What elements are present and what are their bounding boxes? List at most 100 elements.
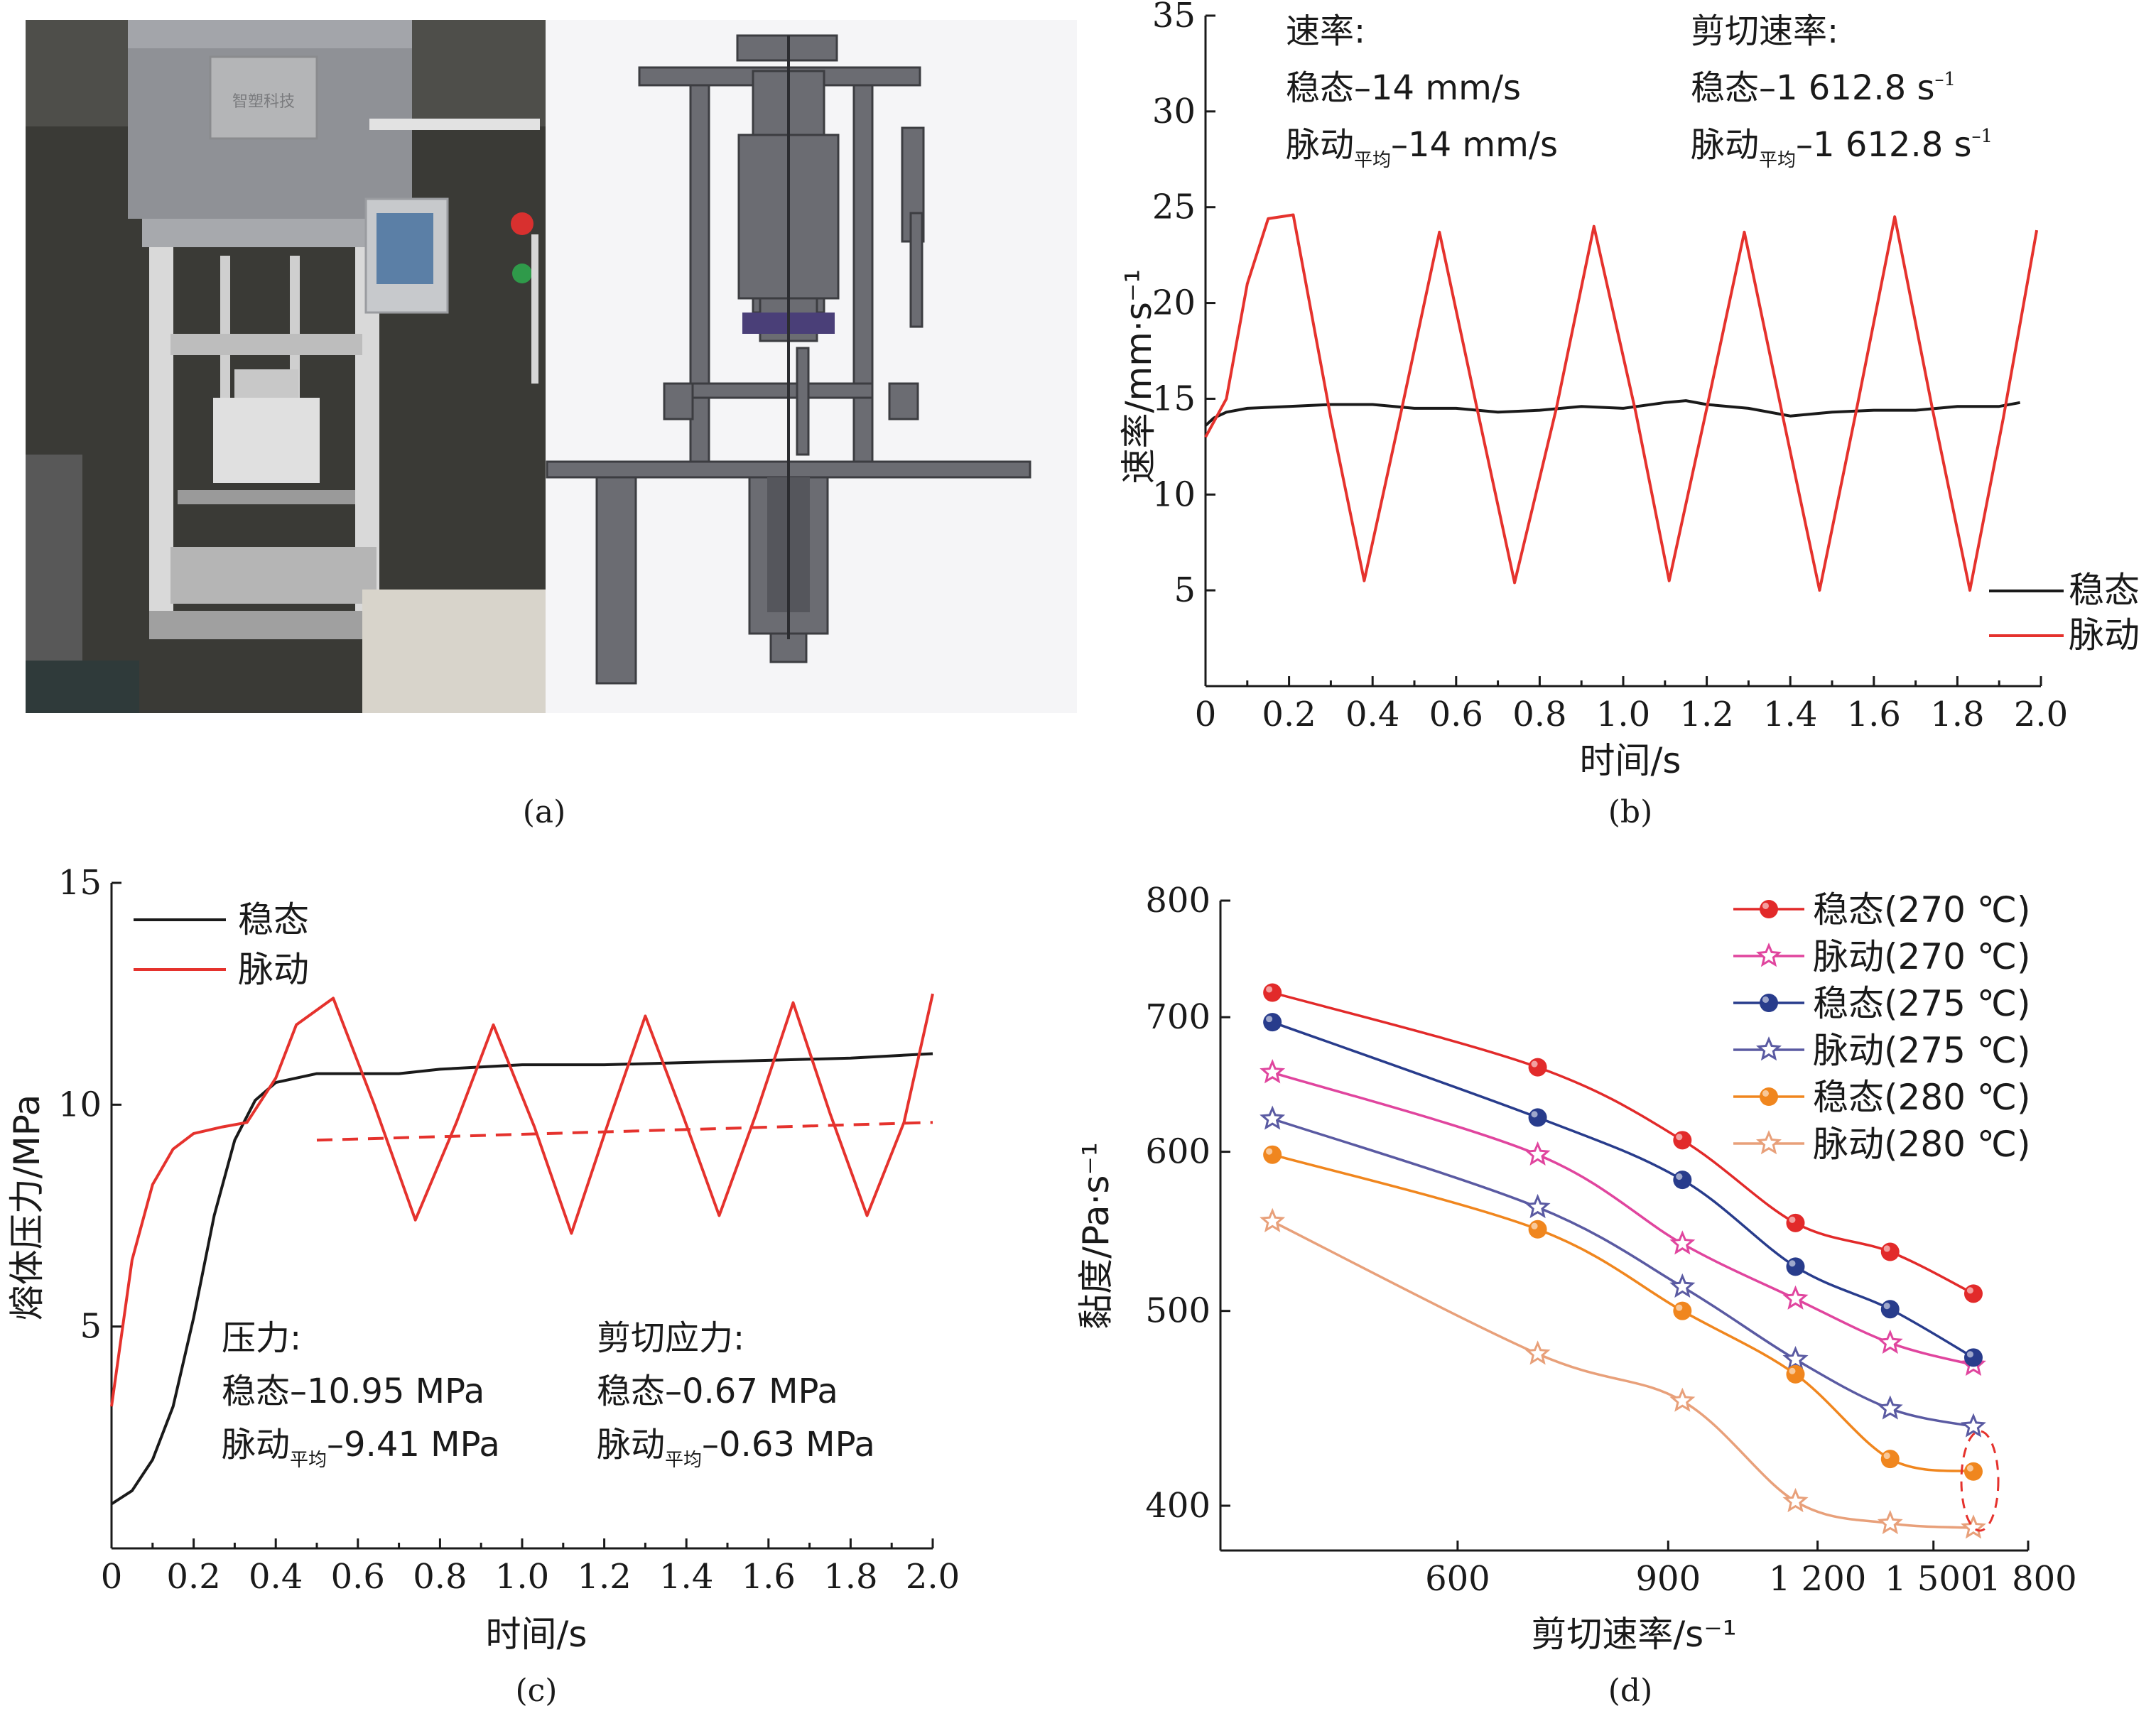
x-tick-label: 2.0 [2014,695,2068,734]
x-tick-label: 1.6 [1847,695,1901,734]
y-tick-label: 20 [1152,283,1196,323]
data-point [1263,1145,1282,1164]
x-tick-label: 0.2 [166,1557,220,1597]
c-ann-col2-line1: 稳态–0.67 MPa [597,1372,838,1411]
b-ann-col1-line1: 稳态–14 mm/s [1286,68,1521,108]
data-point-highlight [1966,1351,1973,1358]
data-point [1960,1514,1986,1539]
start-button [512,264,532,283]
chart-c-xlabel: 时间/s [486,1614,587,1655]
legend-d-marker-1 [1755,943,1782,967]
legend-d-label-1: 脉动(270 ℃) [1813,936,2031,977]
b-ann-col1-title: 速率: [1286,11,1365,51]
chart-d-data [1260,983,1986,1539]
panel-c: 0 0.2 0.4 0.6 0.8 1.0 1.2 1.4 1.6 1.8 2.0 5 10 15 时间/… [6,863,960,1709]
data-point-highlight [1966,1465,1973,1472]
series-line-2 [316,1121,933,1142]
data-point [1880,1242,1900,1261]
y-tick-label: 10 [58,1085,102,1124]
data-point [1260,1059,1286,1084]
data-point [1263,983,1282,1002]
legend-d-marker-2-highlight [1762,996,1769,1003]
y-tick-label: 600 [1145,1132,1210,1172]
data-point [1528,1058,1547,1077]
x-tick-label: 0.2 [1262,695,1316,734]
legend-c-steady-label: 稳态 [238,899,309,940]
panel-b: 0 0.2 0.4 0.6 0.8 1.0 1.2 1.4 1.6 1.8 2.0 5 10 15 20 25… [1118,0,2140,830]
y-tick-label: 400 [1145,1486,1210,1526]
x-tick-label: 1.6 [742,1557,796,1597]
series-line-1 [1204,213,2039,592]
chart-c-legend: 稳态 脉动 [134,899,309,990]
data-point [1782,1285,1809,1310]
x-tick-label: 0.6 [331,1557,385,1597]
c-ann-col2-title: 剪切应力: [597,1318,744,1358]
x-tick-label: 1 200 [1769,1559,1866,1599]
data-point [1963,1284,1983,1303]
y-tick-label: 10 [1152,474,1196,514]
x-tick-label: 0.4 [1345,695,1399,734]
x-tick-label: 1.0 [1596,695,1650,734]
legend-b-steady-label: 稳态 [2069,570,2140,611]
data-point [1877,1509,1903,1535]
data-point [1880,1300,1900,1319]
legend-d-marker-0 [1760,900,1778,918]
chart-d-ylabel: 黏度/Pa·s⁻¹ [1076,1142,1117,1330]
c-ann-col1-title: 压力: [222,1318,301,1358]
x-tick-label: 1.4 [659,1557,713,1597]
data-point [1528,1108,1547,1127]
x-tick-label: 0 [1195,695,1217,734]
data-point [1673,1301,1692,1320]
x-tick-label: 0.4 [249,1557,303,1597]
data-point [1963,1462,1983,1481]
series-line-0 [110,1052,933,1506]
data-point [1782,1487,1809,1513]
y-tick-label: 5 [80,1307,102,1347]
chart-c-axes: 0 0.2 0.4 0.6 0.8 1.0 1.2 1.4 1.6 1.8 2.0 5 10 15 [58,863,960,1597]
series-line-1 [110,993,934,1407]
machine-nameplate [209,55,318,140]
x-tick-label: 1.2 [1679,695,1733,734]
b-ann-col2-line2: 脉动平均–1 612.8 s–1 [1691,125,1993,171]
b-ann-col1-line2: 脉动平均–14 mm/s [1286,125,1558,171]
data-point [1260,1105,1286,1130]
y-tick-label: 800 [1145,881,1210,921]
chart-d-xlabel: 剪切速率/s⁻¹ [1531,1614,1736,1655]
y-tick-label: 5 [1174,570,1196,610]
x-tick-label: 1.4 [1763,695,1817,734]
y-tick-label: 35 [1152,0,1196,36]
data-point [1782,1346,1809,1371]
series-line-5 [1272,1220,1974,1529]
highlight-ellipse [1960,1430,2000,1532]
legend-d-marker-5 [1755,1130,1782,1155]
data-point-highlight [1676,1304,1683,1311]
data-point [1786,1213,1805,1232]
data-point [1960,1413,1986,1438]
chart-d-legend: 稳态(270 ℃) 脉动(270 ℃) 稳态(275 ℃) 脉动(275 ℃) 稳态(2… [1733,889,2031,1165]
legend-d-marker-2 [1760,994,1778,1012]
data-point-highlight [1883,1452,1890,1460]
data-point-highlight [1531,1060,1538,1068]
data-point-highlight [1531,1111,1538,1118]
y-tick-label: 15 [58,863,102,903]
y-tick-label: 25 [1152,188,1196,227]
data-point-highlight [1883,1245,1890,1252]
chart-c-annotation: 压力: 稳态–10.95 MPa 脉动平均–9.41 MPa 剪切应力: 稳态–… [222,1318,875,1471]
data-point [1524,1340,1551,1365]
data-point [1669,1230,1696,1255]
stop-button [511,212,533,235]
legend-d-label-5: 脉动(280 ℃) [1813,1124,2031,1165]
x-tick-label: 900 [1635,1559,1701,1599]
legend-d-label-4: 稳态(280 ℃) [1813,1077,2031,1118]
y-tick-label: 500 [1145,1291,1210,1331]
data-point [1880,1450,1900,1469]
chart-b-xlabel: 时间/s [1580,740,1681,781]
chart-b-ylabel: 速率/mm·s⁻¹ [1118,269,1159,484]
data-point [1528,1220,1547,1239]
chart-c-data [110,993,934,1506]
chart-b-legend: 稳态 脉动 [1989,570,2140,656]
x-tick-label: 1.8 [823,1557,877,1597]
